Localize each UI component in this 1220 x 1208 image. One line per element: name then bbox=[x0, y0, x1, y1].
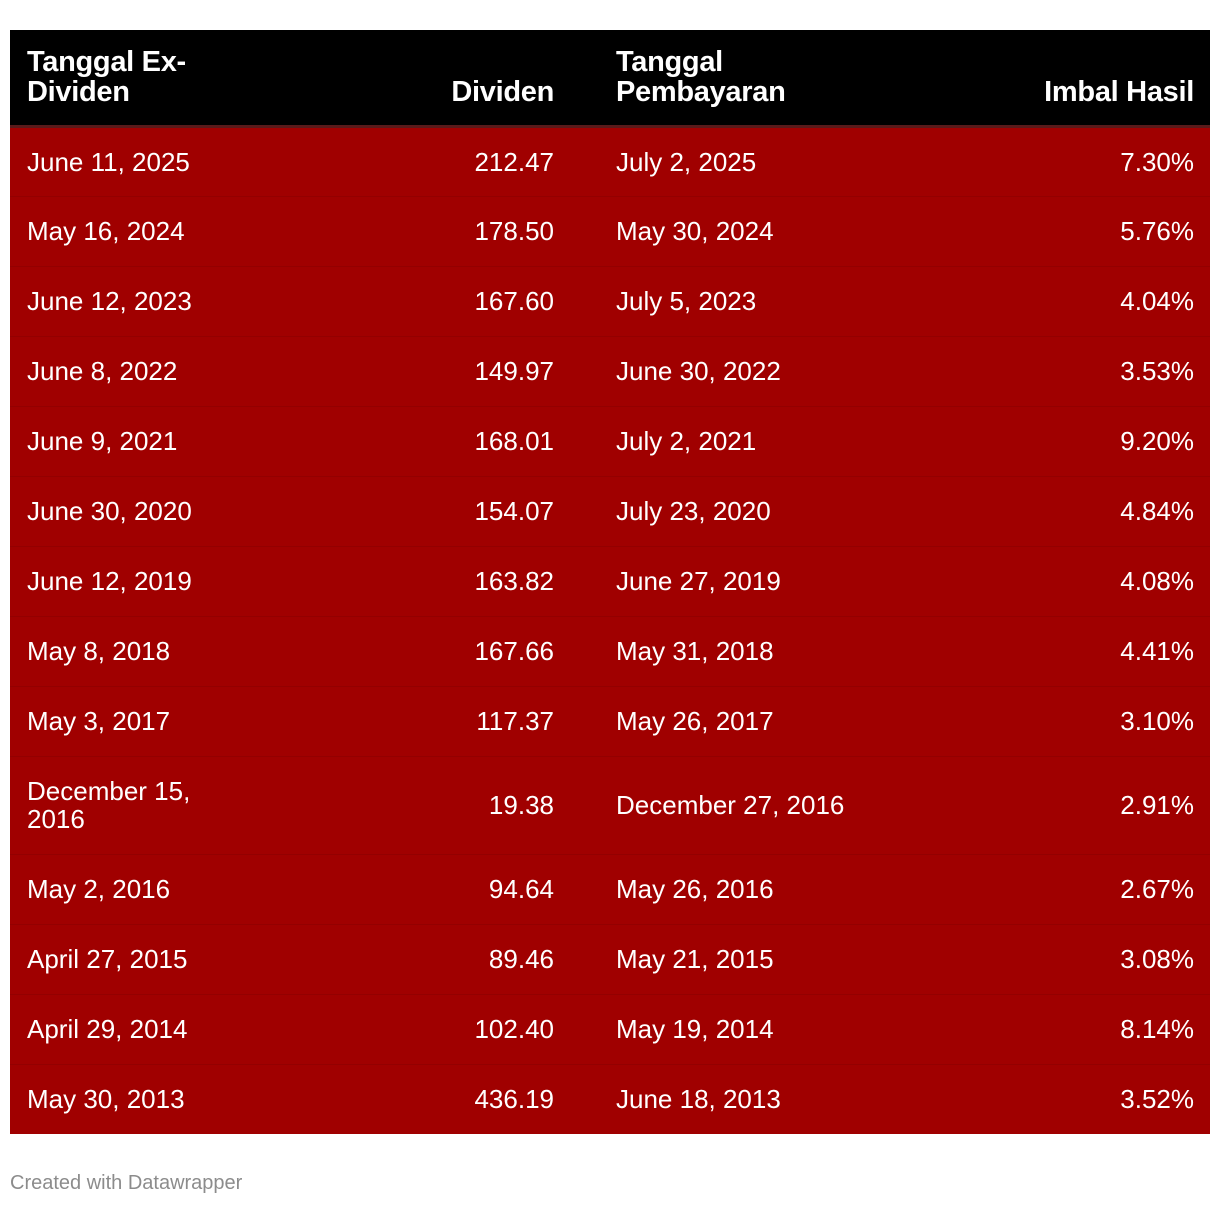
payment-date-cell: July 2, 2025 bbox=[616, 146, 757, 177]
dividend-cell: 102.40 bbox=[474, 1014, 554, 1044]
dividend-cell: 154.07 bbox=[474, 496, 554, 526]
yield-cell: 3.52% bbox=[1120, 1084, 1194, 1115]
yield-cell: 5.76% bbox=[1120, 216, 1194, 246]
payment-date-cell: June 30, 2022 bbox=[616, 356, 781, 386]
dividend-cell: 212.47 bbox=[474, 146, 554, 177]
ex-dividend-date-cell: May 8, 2018 bbox=[27, 636, 171, 666]
ex-dividend-date-cell: June 9, 2021 bbox=[27, 426, 178, 456]
table-row: May 16, 2024 178.50 May 30, 2024 5.76% bbox=[10, 196, 1210, 266]
ex-dividend-date-cell: December 15, 2016 bbox=[27, 776, 191, 834]
dividend-cell: 149.97 bbox=[474, 356, 554, 386]
ex-dividend-date-cell: May 3, 2017 bbox=[27, 706, 171, 736]
yield-cell: 8.14% bbox=[1120, 1014, 1194, 1044]
payment-date-cell: June 27, 2019 bbox=[616, 566, 781, 596]
payment-date-cell: July 2, 2021 bbox=[616, 426, 757, 456]
column-header-payment-date: Tanggal Pembayaran bbox=[616, 45, 786, 108]
dividend-cell: 167.66 bbox=[474, 636, 554, 666]
table-row: June 12, 2023 167.60 July 5, 2023 4.04% bbox=[10, 266, 1210, 336]
payment-date-cell: December 27, 2016 bbox=[616, 790, 845, 820]
ex-dividend-date-cell: June 8, 2022 bbox=[27, 356, 178, 386]
dividend-cell: 436.19 bbox=[474, 1084, 554, 1115]
datawrapper-credit: Created with Datawrapper bbox=[10, 1172, 243, 1194]
ex-dividend-date-cell: April 29, 2014 bbox=[27, 1014, 188, 1044]
ex-dividend-date-cell: May 16, 2024 bbox=[27, 216, 185, 246]
dividend-table: Tanggal Ex-Dividen Dividen Tanggal Pemba… bbox=[10, 30, 1210, 1134]
table-row: June 8, 2022 149.97 June 30, 2022 3.53% bbox=[10, 336, 1210, 406]
payment-date-cell: May 30, 2024 bbox=[616, 216, 774, 246]
table-row: May 3, 2017 117.37 May 26, 2017 3.10% bbox=[10, 686, 1210, 756]
yield-cell: 9.20% bbox=[1120, 426, 1194, 456]
yield-cell: 4.41% bbox=[1120, 636, 1194, 666]
ex-dividend-date-cell: May 2, 2016 bbox=[27, 874, 171, 904]
ex-dividend-date-cell: June 12, 2023 bbox=[27, 286, 192, 316]
ex-dividend-date-cell: April 27, 2015 bbox=[27, 944, 188, 974]
ex-dividend-date-cell: June 11, 2025 bbox=[27, 146, 190, 177]
yield-cell: 4.84% bbox=[1120, 496, 1194, 526]
yield-cell: 4.04% bbox=[1120, 286, 1194, 316]
table-row: December 15, 2016 19.38 December 27, 2016 2… bbox=[10, 756, 1210, 854]
table-row: May 2, 2016 94.64 May 26, 2016 2.67% bbox=[10, 854, 1210, 924]
table-row: May 8, 2018 167.66 May 31, 2018 4.41% bbox=[10, 616, 1210, 686]
table-row: May 30, 2013 436.19 June 18, 2013 3.52% bbox=[10, 1064, 1210, 1134]
payment-date-cell: May 26, 2016 bbox=[616, 874, 774, 904]
payment-date-cell: July 5, 2023 bbox=[616, 286, 757, 316]
yield-cell: 2.91% bbox=[1120, 790, 1194, 820]
payment-date-cell: June 18, 2013 bbox=[616, 1084, 781, 1115]
dividend-cell: 19.38 bbox=[488, 790, 554, 820]
dividend-cell: 117.37 bbox=[476, 706, 554, 736]
yield-cell: 2.67% bbox=[1120, 874, 1194, 904]
dividend-cell: 178.50 bbox=[474, 216, 554, 246]
table-row: April 29, 2014 102.40 May 19, 2014 8.14% bbox=[10, 994, 1210, 1064]
table-row: June 30, 2020 154.07 July 23, 2020 4.84% bbox=[10, 476, 1210, 546]
payment-date-cell: May 31, 2018 bbox=[616, 636, 774, 666]
payment-date-cell: July 23, 2020 bbox=[616, 496, 771, 526]
header-row: Tanggal Ex-Dividen Dividen Tanggal Pemba… bbox=[10, 30, 1210, 126]
table-row: April 27, 2015 89.46 May 21, 2015 3.08% bbox=[10, 924, 1210, 994]
dividend-cell: 168.01 bbox=[474, 426, 554, 456]
yield-cell: 3.08% bbox=[1120, 944, 1194, 974]
ex-dividend-date-cell: June 30, 2020 bbox=[27, 496, 192, 526]
dividend-cell: 94.64 bbox=[488, 874, 554, 904]
yield-cell: 7.30% bbox=[1120, 146, 1194, 177]
column-header-dividend: Dividen bbox=[451, 75, 554, 108]
column-header-yield: Imbal Hasil bbox=[1044, 75, 1194, 108]
ex-dividend-date-cell: May 30, 2013 bbox=[27, 1084, 185, 1115]
table-header: Tanggal Ex-Dividen Dividen Tanggal Pemba… bbox=[10, 30, 1210, 126]
column-header-ex-dividend-date: Tanggal Ex-Dividen bbox=[27, 45, 186, 108]
payment-date-cell: May 19, 2014 bbox=[616, 1014, 774, 1044]
yield-cell: 4.08% bbox=[1120, 566, 1194, 596]
dividend-cell: 167.60 bbox=[474, 286, 554, 316]
table-row: June 9, 2021 168.01 July 2, 2021 9.20% bbox=[10, 406, 1210, 476]
table-row: June 11, 2025 212.47 July 2, 2025 7.30% bbox=[10, 126, 1210, 196]
yield-cell: 3.53% bbox=[1120, 356, 1194, 386]
payment-date-cell: May 21, 2015 bbox=[616, 944, 774, 974]
dividend-cell: 163.82 bbox=[474, 566, 554, 596]
dividend-cell: 89.46 bbox=[488, 944, 554, 974]
table-row: June 12, 2019 163.82 June 27, 2019 4.08% bbox=[10, 546, 1210, 616]
table-body: June 11, 2025 212.47 July 2, 2025 7.30% May … bbox=[10, 126, 1210, 1134]
ex-dividend-date-cell: June 12, 2019 bbox=[27, 566, 192, 596]
payment-date-cell: May 26, 2017 bbox=[616, 706, 774, 736]
yield-cell: 3.10% bbox=[1120, 706, 1194, 736]
